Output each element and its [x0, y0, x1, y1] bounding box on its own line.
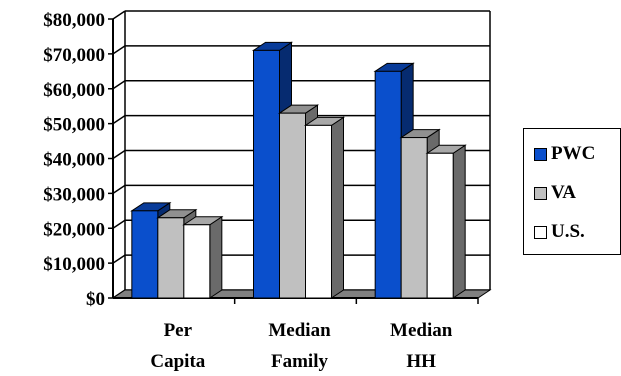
legend-item-us: U.S. — [534, 221, 585, 243]
x-category-label: Median — [390, 320, 453, 341]
y-tick-label: $80,000 — [43, 10, 105, 31]
legend-swatch-us — [534, 225, 547, 239]
y-tick-label: $30,000 — [43, 184, 105, 205]
x-category-label: Median — [268, 320, 331, 341]
bar-pwc-0 — [131, 210, 159, 299]
y-axis-tick-labels: $0 $10,000 $20,000 $30,000 $40,000 $50,000 $60… — [43, 10, 105, 310]
bar-va-1 — [279, 112, 306, 299]
legend-item-va: VA — [534, 182, 576, 204]
x-category-label: Capita — [150, 351, 205, 372]
gridline-side — [112, 254, 126, 264]
gridline-side — [112, 219, 126, 229]
bar-us-1 — [305, 124, 332, 299]
bar-side-us-2 — [452, 144, 466, 299]
y-tick-label: $10,000 — [43, 254, 105, 275]
bars — [130, 41, 467, 299]
gridline-side — [112, 115, 126, 125]
legend-label-pwc: PWC — [551, 143, 596, 164]
bar-va-2 — [400, 137, 428, 299]
y-tick-label: $60,000 — [43, 80, 105, 101]
bar-pwc-1 — [253, 49, 280, 299]
legend-swatch-va — [534, 186, 547, 200]
y-tick-label: $40,000 — [43, 150, 105, 171]
y-tick-label: $70,000 — [43, 45, 105, 66]
legend: PWC VA U.S. — [523, 128, 621, 255]
x-category-label: Family — [271, 351, 328, 372]
bar-side-us-1 — [331, 116, 344, 299]
x-category-label: HH — [406, 351, 436, 372]
bar-us-0 — [183, 224, 211, 299]
gridline-side — [112, 184, 126, 194]
bar-side-us-0 — [209, 215, 223, 299]
gridline-side — [112, 149, 126, 160]
legend-label-us: U.S. — [551, 221, 585, 242]
legend-swatch-pwc — [534, 147, 547, 161]
bar-us-2 — [426, 152, 454, 299]
bar-pwc-2 — [374, 70, 402, 299]
y-tick-label: $50,000 — [43, 115, 105, 136]
gridline-side — [112, 45, 126, 55]
y-tick-label: $20,000 — [43, 219, 105, 240]
legend-item-pwc: PWC — [534, 143, 595, 165]
x-category-label: Per — [164, 320, 193, 341]
gridline-side — [112, 80, 126, 90]
bar-va-0 — [157, 217, 185, 299]
gridline-side — [112, 10, 126, 20]
y-tick-label: $0 — [86, 289, 105, 310]
x-axis-category-labels: Per Capita Median Family Median HH — [150, 320, 452, 372]
legend-label-va: VA — [551, 182, 576, 203]
